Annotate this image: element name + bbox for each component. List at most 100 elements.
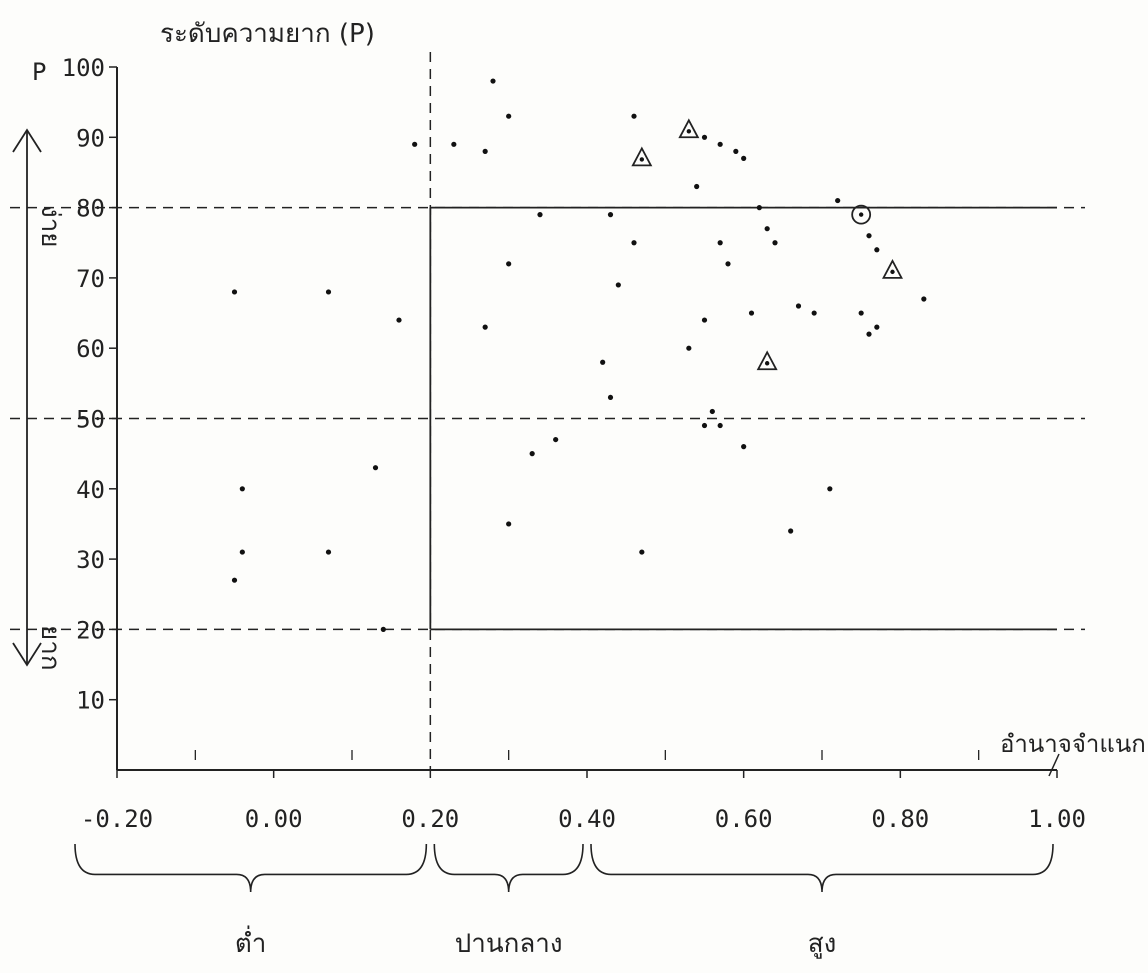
data-point (380, 626, 386, 633)
x-tick-label-0.6: 0.60 (715, 805, 773, 833)
data-point (725, 261, 731, 267)
triangle-marker-dot (890, 269, 895, 275)
data-point (600, 359, 606, 365)
data-point (239, 549, 245, 555)
data-point (639, 549, 645, 555)
x-tick-label-1: 1.00 (1028, 805, 1086, 833)
y-tick-label-70: 70 (76, 265, 105, 293)
y-tick-label-80: 80 (76, 195, 105, 223)
y-tick-label-30: 30 (76, 546, 105, 574)
y-arrow-bottom-label: ยาก (35, 625, 65, 671)
y-tick-labels: 10 20 30 40 50 60 70 80 90 100 (62, 54, 105, 715)
data-point (482, 324, 488, 330)
data-point (764, 226, 770, 232)
data-point (709, 408, 715, 415)
y-tick-label-100: 100 (62, 54, 105, 82)
data-point (412, 141, 418, 147)
data-point (701, 134, 708, 140)
data-point (325, 289, 332, 295)
data-point (607, 212, 614, 218)
data-point (482, 148, 488, 154)
data-point (537, 212, 543, 218)
reference-lines (10, 52, 1085, 770)
y-tick-label-20: 20 (76, 616, 105, 644)
data-point (529, 451, 535, 457)
data-point (701, 317, 708, 323)
data-point (717, 422, 723, 429)
triangle-marker (756, 350, 778, 371)
data-point (717, 240, 723, 246)
data-point (756, 205, 762, 211)
triangle-marker (882, 258, 903, 279)
data-point (701, 422, 708, 429)
y-tick-label-10: 10 (76, 687, 105, 715)
triangle-marker-dot (764, 361, 770, 366)
data-point (921, 296, 927, 302)
circle-marker (851, 204, 872, 225)
axis-labels: ระดับความยาก (P) P อำนาจจำแนก ง่าย ยาก (32, 19, 1146, 758)
data-point (741, 444, 747, 450)
data-point (811, 310, 817, 316)
data-point (866, 233, 872, 239)
group-label-2: สูง (808, 929, 837, 959)
data-point (741, 155, 747, 161)
circle-marker-dot (858, 212, 864, 217)
data-point (631, 240, 637, 246)
group-brace-1 (433, 843, 584, 893)
data-point (553, 436, 559, 443)
y-tick-label-90: 90 (76, 124, 105, 152)
data-point (874, 247, 880, 253)
data-point (788, 528, 794, 534)
data-point (506, 521, 512, 527)
data-point (694, 183, 700, 190)
data-point (615, 282, 621, 288)
x-axis-end-mark (1048, 753, 1060, 777)
data-point (733, 148, 739, 154)
x-tick-label--0.2: -0.20 (81, 805, 153, 833)
data-points (231, 78, 927, 633)
data-point (231, 289, 238, 295)
triangle-marker (631, 146, 653, 167)
x-tick-labels: -0.20 0.00 0.20 0.40 0.60 0.80 1.00 (81, 805, 1086, 833)
group-brace-2 (590, 843, 1054, 893)
x-tick-label-0.8: 0.80 (871, 805, 929, 833)
data-point (239, 486, 245, 492)
data-point (748, 310, 755, 316)
data-point (372, 465, 379, 471)
data-point (874, 324, 880, 330)
data-point (506, 261, 512, 267)
data-point (231, 577, 238, 583)
x-tick-label-0.4: 0.40 (558, 805, 616, 833)
data-point (717, 141, 723, 147)
data-point (490, 78, 496, 84)
triangle-marker-dot (686, 129, 692, 134)
data-point (858, 310, 864, 316)
data-point (607, 394, 614, 401)
triangle-marker (678, 118, 700, 139)
data-point (827, 486, 833, 492)
arrow-up-icon (12, 128, 42, 153)
data-point (835, 197, 841, 204)
y-tick-label-40: 40 (76, 476, 105, 504)
data-point (772, 240, 778, 246)
data-point (795, 303, 802, 309)
group-brace-0 (74, 843, 428, 893)
x-group-braces: ต่ำ ปานกลาง สูง (74, 843, 1054, 959)
data-point (866, 331, 872, 337)
y-arrow-top-label: ง่าย (35, 205, 65, 248)
x-axis-title: อำนาจจำแนก (1000, 730, 1146, 758)
data-point (506, 113, 512, 119)
arrow-down-icon (12, 642, 42, 667)
group-label-1: ปานกลาง (455, 929, 563, 959)
data-point (631, 113, 637, 119)
triangle-marker-dot (639, 157, 645, 162)
y-axis-title: ระดับความยาก (P) (160, 19, 375, 49)
x-tick-label-0: 0.00 (245, 805, 303, 833)
y-tick-label-60: 60 (76, 335, 105, 363)
x-tick-label-0.2: 0.20 (401, 805, 459, 833)
group-label-0: ต่ำ (235, 925, 266, 959)
data-point (396, 317, 402, 323)
data-point (686, 345, 692, 351)
axes (12, 66, 1060, 778)
